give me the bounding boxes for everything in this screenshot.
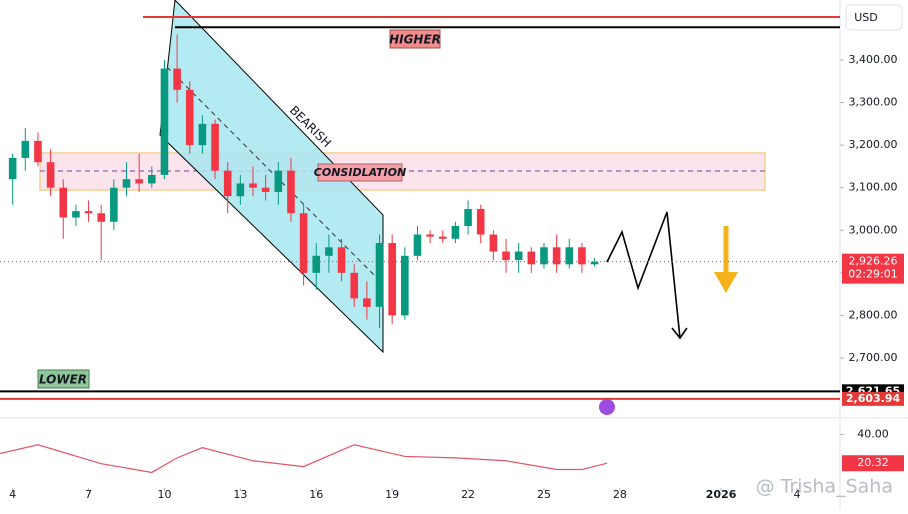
x-tick-label: 16	[309, 488, 323, 501]
candle-body	[135, 179, 143, 184]
forecast-arrowhead	[671, 327, 688, 340]
candle-body	[72, 211, 80, 218]
x-tick-label: 10	[157, 488, 171, 501]
x-tick-label: 13	[233, 488, 247, 501]
candle-body	[350, 272, 359, 299]
indicator-value-box	[842, 455, 904, 472]
candle-body	[97, 213, 105, 222]
candle-body	[337, 247, 346, 273]
candle-body	[489, 234, 498, 252]
higher-label: HIGHER	[389, 33, 441, 47]
candle-body	[249, 183, 257, 188]
candles	[8, 34, 599, 329]
candle-body	[21, 140, 30, 158]
candle-body	[464, 208, 472, 227]
candle-body	[34, 140, 42, 163]
candle-body	[540, 247, 548, 265]
candle-body	[476, 208, 485, 235]
candle-body	[438, 236, 447, 239]
x-tick-label: 28	[613, 488, 627, 501]
candle-body	[514, 251, 523, 261]
x-tick-label: 25	[537, 488, 551, 501]
y-tick-label: 3,200.00	[849, 138, 898, 151]
currency-label: USD	[854, 11, 878, 24]
candle-body	[84, 211, 93, 214]
candle-body	[363, 298, 371, 307]
indicator-line	[0, 444, 608, 474]
y-tick-label: 3,300.00	[849, 96, 898, 109]
candle-body	[274, 170, 283, 192]
candle-body	[312, 255, 321, 273]
x-tick-label: 2026	[706, 488, 737, 501]
candle-body	[173, 68, 181, 90]
candle-body	[122, 179, 131, 188]
candle-body	[451, 226, 460, 239]
candle-body	[552, 247, 561, 265]
candle-body	[502, 251, 510, 261]
candle-body	[375, 243, 384, 307]
candle-body	[211, 123, 219, 171]
y-tick-label: 3,400.00	[849, 53, 898, 66]
lower-label-box	[37, 369, 90, 389]
event-icon	[599, 399, 615, 415]
x-tick-label: 4	[9, 488, 16, 501]
lower-label: LOWER	[39, 373, 87, 387]
candle-body	[59, 187, 68, 218]
currency-box[interactable]	[845, 4, 903, 31]
candle-body	[46, 162, 55, 188]
candle-body	[565, 247, 574, 265]
x-tick-label: 19	[385, 488, 399, 501]
candle-body	[527, 251, 536, 265]
candle-body	[299, 213, 308, 273]
candle-body	[148, 174, 156, 184]
watermark: @ Trisha_Saha	[756, 476, 893, 498]
indicator-value-label: 20.32	[857, 456, 889, 469]
level-price-box	[842, 391, 904, 406]
candle-body	[325, 247, 333, 256]
candle-body	[578, 247, 586, 265]
candle-body	[261, 187, 270, 192]
candle-body	[110, 187, 118, 222]
indicator-tick-label: 40.00	[857, 428, 889, 441]
candle-body	[413, 234, 422, 256]
y-tick-label: 3,000.00	[849, 223, 898, 236]
candle-body	[198, 123, 207, 146]
consolidation-label-box	[317, 163, 403, 182]
y-tick-label: 2,700.00	[849, 351, 898, 364]
y-tick-label: 2,800.00	[849, 308, 898, 321]
countdown-label: 02:29:01	[848, 268, 897, 281]
forecast-path	[606, 211, 681, 339]
down-arrow-head	[714, 272, 738, 293]
candle-body	[160, 68, 169, 175]
y-tick-label: 3,100.00	[849, 181, 898, 194]
last-price-box	[842, 253, 904, 284]
candle-body	[223, 170, 232, 197]
candle-body	[401, 255, 409, 316]
candle-body	[185, 89, 194, 146]
candle-body	[388, 243, 396, 316]
x-tick-label: 22	[461, 488, 475, 501]
candle-body	[590, 261, 599, 265]
higher-label-box	[389, 29, 441, 49]
x-tick-label: 4	[793, 488, 800, 501]
candle-body	[8, 157, 17, 180]
x-tick-label: 7	[85, 488, 92, 501]
candle-body	[426, 234, 434, 237]
candle-body	[287, 170, 295, 214]
last-price-label: 2,926.26	[849, 255, 898, 268]
level-price-label: 2,603.94	[846, 392, 901, 405]
consolidation-label: CONSIDLATION	[314, 166, 406, 179]
candle-body	[236, 183, 245, 197]
